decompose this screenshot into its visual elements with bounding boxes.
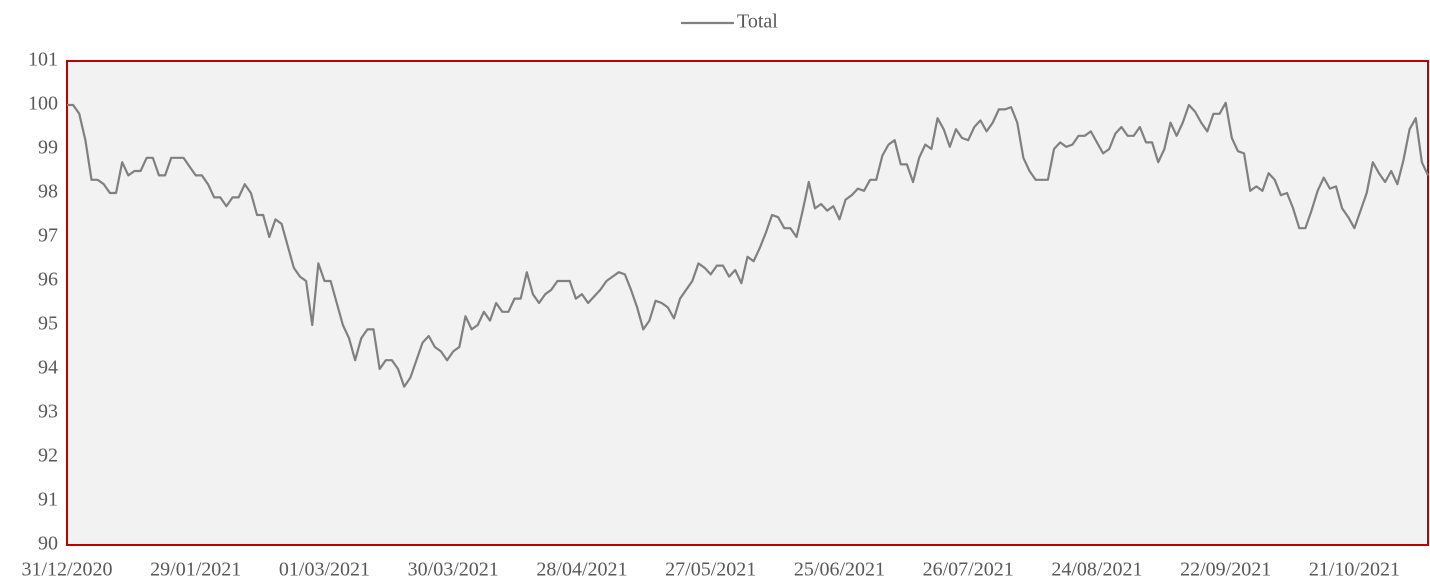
x-tick-label: 24/08/2021: [1051, 559, 1142, 581]
x-tick-label: 31/12/2020: [21, 559, 112, 581]
x-tick-label: 01/03/2021: [279, 559, 370, 581]
y-tick-label: 94: [38, 357, 58, 379]
x-tick-label: 22/09/2021: [1180, 559, 1271, 581]
x-tick-label: 26/07/2021: [923, 559, 1014, 581]
x-tick-label: 29/01/2021: [150, 559, 241, 581]
y-tick-label: 98: [38, 181, 58, 203]
y-tick-label: 99: [38, 137, 58, 159]
x-tick-label: 27/05/2021: [665, 559, 756, 581]
y-tick-label: 90: [38, 533, 58, 555]
plot-area: [66, 60, 1429, 546]
y-tick-label: 91: [38, 489, 58, 511]
x-tick-label: 28/04/2021: [536, 559, 627, 581]
line-series: [67, 101, 1429, 388]
y-tick-label: 97: [38, 225, 58, 247]
y-tick-label: 101: [28, 49, 58, 71]
x-tick-label: 30/03/2021: [408, 559, 499, 581]
y-tick-label: 100: [28, 93, 58, 115]
y-tick-label: 93: [38, 401, 58, 423]
y-tick-label: 95: [38, 313, 58, 335]
y-tick-label: 96: [38, 269, 58, 291]
x-tick-label: 21/10/2021: [1309, 559, 1400, 581]
y-tick-label: 92: [38, 445, 58, 467]
x-tick-label: 25/06/2021: [794, 559, 885, 581]
legend-label: Total: [737, 11, 778, 33]
